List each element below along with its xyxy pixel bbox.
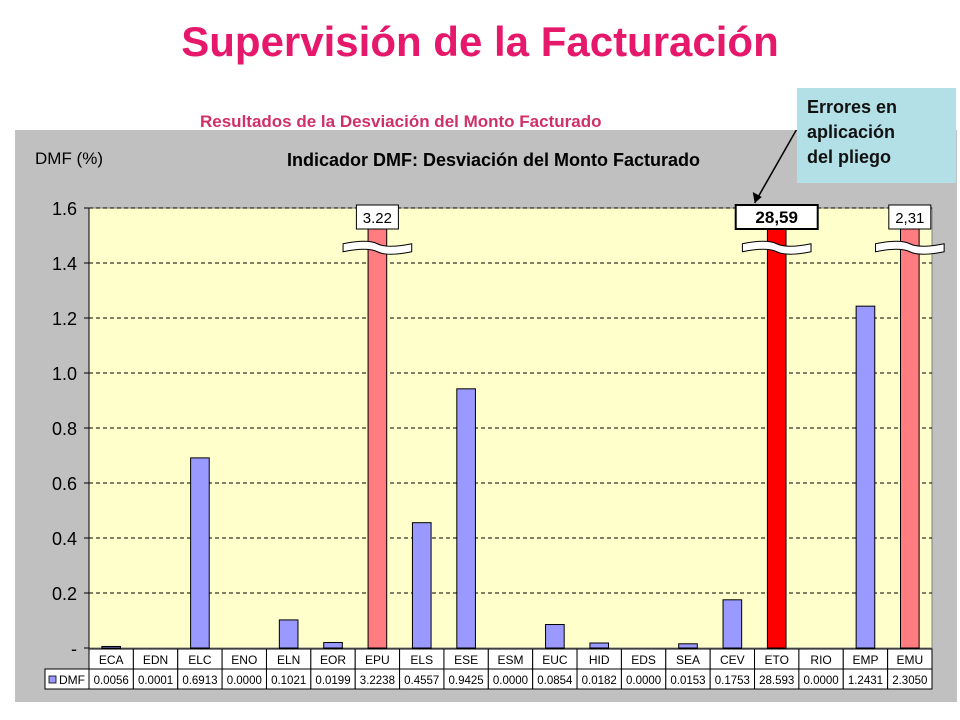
x-tick-label: EUC (542, 653, 568, 667)
x-tick-label: EMP (852, 653, 878, 667)
x-tick-label: ENO (231, 653, 257, 667)
x-tick-label: ETO (764, 653, 788, 667)
bar-eto (766, 225, 787, 649)
bar-eln (278, 619, 299, 649)
y-tick-label: 0.8 (52, 419, 77, 439)
bar-sea (678, 643, 698, 649)
table-value: 0.0000 (803, 675, 838, 687)
table-value: 0.0000 (227, 675, 262, 687)
bar-euc (545, 624, 565, 649)
x-tick-label: ELC (188, 653, 212, 667)
table-value: 0.0182 (582, 675, 617, 687)
callout-arrowhead (752, 192, 762, 203)
x-tick-label: RIO (810, 653, 831, 667)
bar-eca (101, 645, 122, 649)
table-value: 0.1021 (271, 675, 306, 687)
value-label-box (734, 204, 819, 230)
y-axis-label: DMF (%) (35, 149, 103, 168)
plot-area: - 0.2 0.4 0.6 0.8 1.0 1.2 1.4 1.6 3.22 28,59 2,31 (52, 199, 945, 659)
callout-line: aplicación (807, 122, 896, 142)
x-tick-label: ECA (99, 653, 124, 667)
bar-ese (456, 388, 476, 649)
table-value: 0.0153 (670, 675, 705, 687)
chart-title: Indicador DMF: Desviación del Monto Fact… (287, 150, 700, 170)
y-tick-label: 0.4 (52, 529, 77, 549)
x-tick-label: EDS (631, 653, 656, 667)
error-callout: Errores en aplicación del pliego (797, 88, 956, 183)
y-tick-label: 0.2 (52, 584, 77, 604)
table-value: 3.2238 (360, 675, 395, 687)
value-label: 28,59 (755, 208, 798, 227)
x-tick-label: ESE (454, 653, 478, 667)
callout-arrow (754, 130, 798, 204)
x-tick-label: EPU (365, 653, 390, 667)
bar-hid (589, 642, 610, 649)
value-label: 3.22 (363, 210, 392, 227)
callout-line: Errores en (807, 97, 898, 117)
bar-cev (722, 599, 743, 649)
x-tick-label: ESM (497, 653, 523, 667)
axis-break-mark (741, 240, 812, 255)
bar-els (411, 522, 432, 649)
data-table: DMF ECA 0.0056 EDN 0.0001 ELC 0.6913 ENO 0.0000 E… (44, 648, 933, 690)
table-value: 0.0056 (94, 675, 129, 687)
callout-line: del pliego (807, 147, 892, 167)
bar-eor (323, 642, 343, 649)
x-tick-label: ELS (410, 653, 433, 667)
page-title: Supervisión de la Facturación (181, 18, 779, 65)
table-value: 0.9425 (449, 675, 484, 687)
chart-panel: Indicador DMF: Desviación del Monto Fact… (15, 130, 957, 702)
x-tick-label: EMU (896, 653, 923, 667)
legend-series-name: DMF (59, 673, 85, 687)
y-tick-label: 0.6 (52, 474, 77, 494)
value-label-box (888, 204, 932, 230)
y-tick-label: 1.2 (52, 309, 77, 329)
x-tick-label: SEA (676, 653, 700, 667)
value-label: 2,31 (895, 210, 924, 227)
x-tick-label: HID (589, 653, 610, 667)
table-value: 0.6913 (182, 675, 217, 687)
x-tick-label: ELN (277, 653, 300, 667)
bar-chart: Indicador DMF: Desviación del Monto Fact… (35, 130, 945, 690)
table-value: 0.4557 (404, 675, 439, 687)
table-value: 0.0000 (493, 675, 528, 687)
table-value: 2.3050 (892, 675, 927, 687)
axis-break-mark (342, 240, 413, 255)
x-tick-label: EOR (320, 653, 346, 667)
table-value: 28.593 (759, 675, 794, 687)
table-value: 0.0199 (315, 675, 350, 687)
value-label-box (355, 204, 399, 230)
bar-epu (367, 225, 388, 649)
table-value: 1.2431 (848, 675, 883, 687)
bar-emp (855, 305, 876, 649)
legend-swatch (48, 675, 57, 684)
bar-emu (899, 225, 920, 649)
axis-break-mark (874, 240, 945, 255)
y-tick-label: 1.0 (52, 364, 77, 384)
page-subtitle: Resultados de la Desviación del Monto Fa… (200, 112, 602, 131)
table-value: 0.0001 (138, 675, 173, 687)
table-value-cell (887, 668, 933, 690)
y-tick-label: 1.4 (52, 254, 77, 274)
table-value: 0.0854 (537, 675, 573, 687)
bar-elc (190, 457, 210, 649)
x-tick-label: EDN (143, 653, 168, 667)
y-tick-label: - (71, 639, 77, 659)
table-value: 0.1753 (715, 675, 750, 687)
x-tick-label: CEV (720, 653, 745, 667)
table-value: 0.0000 (626, 675, 661, 687)
y-tick-label: 1.6 (52, 199, 77, 219)
